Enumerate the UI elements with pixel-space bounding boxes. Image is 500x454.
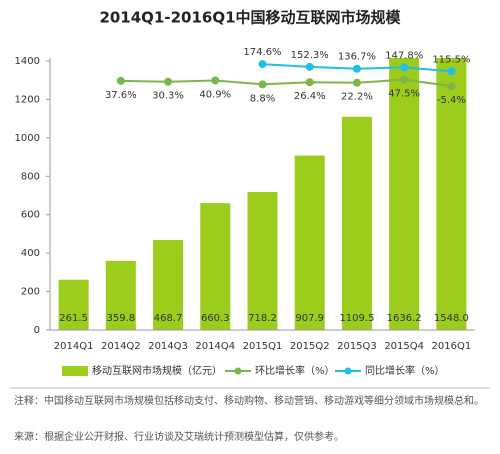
plot-area bbox=[58, 58, 467, 331]
legend-label: 移动互联网市场规模（亿元） bbox=[92, 364, 222, 377]
bar-value-label: 1109.5 bbox=[339, 313, 374, 324]
line-value-label: 152.3% bbox=[291, 50, 329, 61]
y-tick-label: 800 bbox=[21, 171, 40, 182]
bar bbox=[436, 58, 467, 330]
bar bbox=[58, 279, 89, 330]
line-value-label: 40.9% bbox=[199, 89, 231, 100]
y-tick-label: 1000 bbox=[15, 133, 40, 144]
line-point bbox=[305, 78, 314, 87]
y-tick-label: 200 bbox=[21, 287, 40, 298]
note: 注释：中国移动互联网市场规模包括移动支付、移动购物、移动营销、移动游戏等细分领域… bbox=[14, 396, 484, 407]
line bbox=[120, 78, 452, 88]
legend-label: 同比增长率（%） bbox=[365, 364, 445, 377]
bar-value-label: 261.5 bbox=[59, 313, 88, 324]
line-point bbox=[211, 76, 220, 85]
legend-swatch bbox=[62, 366, 88, 376]
line-point bbox=[400, 63, 409, 72]
line-point bbox=[352, 64, 361, 73]
bar-value-label: 1548.0 bbox=[434, 313, 469, 324]
bar-value-label: 468.7 bbox=[154, 313, 183, 324]
bar bbox=[200, 203, 231, 330]
y-tick-label: 600 bbox=[21, 210, 40, 221]
y-tick-label: 0 bbox=[34, 325, 40, 336]
line-point bbox=[400, 75, 409, 84]
bar bbox=[389, 58, 420, 331]
line-value-label: 8.8% bbox=[250, 93, 275, 104]
bar-value-label: 718.2 bbox=[248, 313, 277, 324]
line-value-label: -5.4% bbox=[437, 95, 466, 106]
x-tick-label: 2014Q1 bbox=[54, 341, 94, 352]
line-point bbox=[258, 80, 267, 89]
bar-value-label: 660.3 bbox=[201, 313, 230, 324]
line-value-label: 26.4% bbox=[294, 91, 326, 102]
x-tick-label: 2014Q3 bbox=[148, 341, 188, 352]
bar bbox=[341, 116, 372, 330]
bar-value-label: 907.9 bbox=[295, 313, 324, 324]
line-point bbox=[447, 67, 456, 76]
line-value-label: 147.8% bbox=[385, 50, 423, 61]
y-tick-label: 400 bbox=[21, 248, 40, 259]
y-tick-label: 1400 bbox=[15, 56, 40, 67]
line-point bbox=[305, 62, 314, 71]
line-point bbox=[116, 76, 125, 85]
line-value-label: 174.6% bbox=[243, 47, 281, 58]
x-tick-label: 2015Q2 bbox=[290, 341, 330, 352]
bar bbox=[294, 155, 325, 330]
line-value-label: 47.5% bbox=[388, 89, 420, 100]
x-tick-label: 2015Q1 bbox=[243, 341, 283, 352]
line-point bbox=[164, 77, 173, 86]
line-value-label: 115.5% bbox=[432, 54, 470, 65]
x-tick-label: 2015Q4 bbox=[384, 341, 424, 352]
line-point bbox=[352, 78, 361, 87]
legend-swatch-dot bbox=[234, 367, 242, 375]
line-point bbox=[447, 82, 456, 91]
legend-swatch-dot bbox=[344, 367, 352, 375]
line-value-label: 37.6% bbox=[105, 90, 137, 101]
source: 来源：根据企业公开财报、行业访谈及艾瑞统计预测模型估算，仅供参考。 bbox=[14, 432, 344, 443]
line-value-label: 136.7% bbox=[338, 52, 376, 63]
bar bbox=[105, 260, 136, 330]
chart: 2014Q1-2016Q1中国移动互联网市场规模 0 200 400 600 800 10… bbox=[10, 9, 490, 389]
x-tick-label: 2014Q4 bbox=[195, 341, 235, 352]
y-tick-label: 1200 bbox=[15, 94, 40, 105]
bar bbox=[153, 239, 184, 330]
line-value-label: 22.2% bbox=[341, 92, 373, 103]
bar-value-label: 1636.2 bbox=[387, 313, 422, 324]
legend-label: 环比增长率（%） bbox=[255, 364, 335, 377]
line-point bbox=[258, 60, 267, 69]
chart-title: 2014Q1-2016Q1中国移动互联网市场规模 bbox=[99, 9, 401, 27]
x-tick-label: 2016Q1 bbox=[432, 341, 472, 352]
bar bbox=[247, 192, 278, 330]
x-tick-label: 2014Q2 bbox=[101, 341, 141, 352]
line-value-label: 30.3% bbox=[152, 91, 184, 102]
x-tick-label: 2015Q3 bbox=[337, 341, 377, 352]
bar-value-label: 359.8 bbox=[107, 313, 136, 324]
